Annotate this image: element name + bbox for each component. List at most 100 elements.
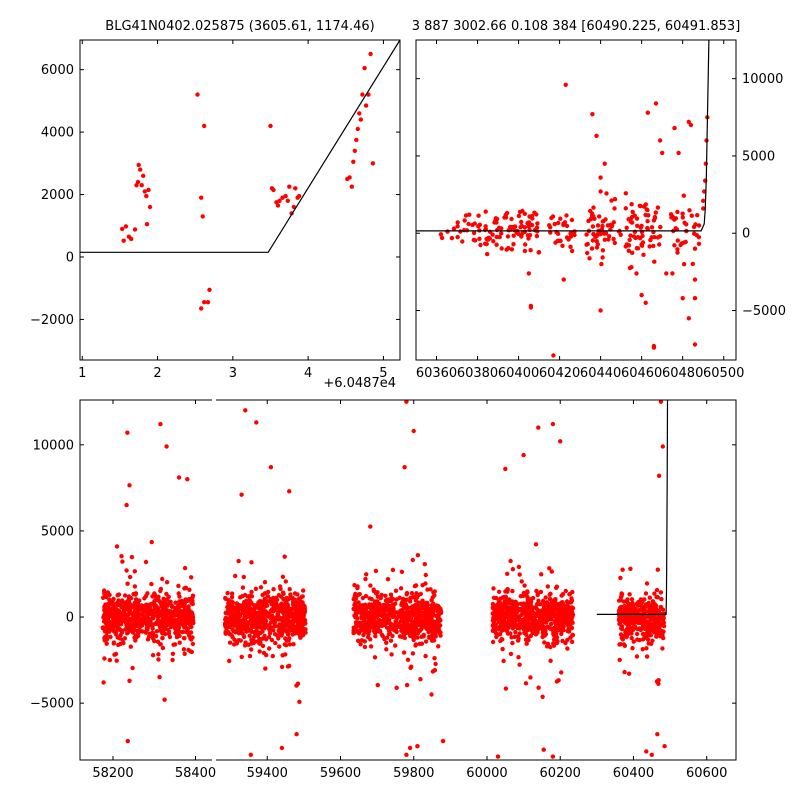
data-point — [153, 608, 158, 613]
data-point — [550, 754, 556, 759]
data-point — [559, 670, 564, 675]
data-point — [541, 625, 547, 630]
data-point — [543, 604, 548, 609]
data-point — [560, 638, 565, 644]
data-point — [243, 408, 248, 413]
data-point — [539, 572, 544, 577]
data-point — [631, 234, 637, 239]
data-point — [202, 123, 207, 129]
data-point — [682, 220, 687, 225]
data-point — [166, 629, 172, 634]
data-point — [554, 611, 560, 617]
data-point — [528, 602, 533, 607]
data-point — [564, 620, 570, 626]
data-point — [262, 580, 268, 585]
data-point — [162, 697, 167, 702]
x-tick-label: 1 — [78, 366, 86, 381]
data-point — [429, 606, 434, 611]
data-point — [497, 632, 503, 637]
data-point — [144, 193, 149, 199]
data-point — [680, 215, 685, 220]
data-point — [418, 677, 423, 682]
data-point — [108, 634, 113, 640]
data-point — [687, 208, 692, 213]
data-point — [673, 226, 678, 231]
data-point — [692, 342, 698, 347]
data-point — [116, 592, 122, 597]
data-point — [137, 598, 142, 603]
data-point — [398, 608, 403, 613]
data-point — [660, 444, 665, 449]
data-point — [417, 641, 422, 647]
data-point — [530, 628, 535, 634]
x-tick-label: 58200 — [92, 766, 133, 781]
data-point — [247, 653, 253, 659]
data-point — [352, 148, 357, 153]
data-point — [264, 652, 269, 658]
data-point — [272, 623, 277, 629]
data-point — [647, 606, 652, 611]
data-point — [530, 595, 536, 601]
data-point — [551, 643, 557, 648]
data-point — [393, 628, 399, 633]
data-point — [299, 606, 304, 611]
data-point — [160, 631, 165, 636]
data-point — [497, 624, 502, 630]
data-point — [288, 592, 293, 597]
data-point — [123, 224, 129, 229]
data-point — [362, 644, 368, 650]
data-point — [510, 640, 515, 646]
zoom-right-panel: 3 887 3002.66 0.108 384 [60490.225, 6049… — [412, 19, 786, 381]
data-point — [127, 574, 133, 580]
data-point — [405, 608, 410, 614]
data-point — [701, 206, 706, 211]
data-point — [647, 595, 652, 600]
data-point — [256, 630, 261, 636]
data-point — [634, 246, 640, 251]
data-point — [555, 639, 560, 644]
data-point — [297, 600, 303, 605]
data-point — [632, 213, 637, 218]
data-point — [626, 217, 631, 222]
data-point — [150, 626, 155, 631]
data-point — [223, 621, 228, 626]
data-point — [268, 465, 274, 470]
full-light-curve-ticks: 58200 58400 59400 59600 59800 60000 60200 60400… — [30, 400, 736, 781]
data-point — [372, 602, 377, 607]
data-point — [588, 216, 593, 222]
data-point — [427, 635, 432, 640]
data-point — [125, 581, 130, 586]
data-point — [379, 623, 385, 628]
data-point — [675, 250, 680, 255]
data-point — [355, 585, 360, 591]
data-point — [156, 652, 161, 657]
data-point — [152, 621, 158, 626]
data-point — [176, 591, 181, 596]
data-point — [394, 685, 399, 690]
data-point — [634, 216, 640, 221]
data-point — [157, 598, 162, 604]
data-point — [507, 597, 512, 602]
data-point — [404, 682, 410, 688]
data-point — [542, 628, 548, 634]
data-point — [500, 637, 505, 642]
data-point — [642, 597, 647, 602]
data-point — [656, 473, 662, 478]
data-point — [561, 222, 566, 228]
data-point — [556, 238, 562, 243]
data-point — [252, 606, 257, 611]
data-point — [611, 236, 616, 242]
data-point — [483, 209, 488, 214]
data-point — [354, 607, 359, 612]
data-point — [640, 233, 645, 239]
data-point — [501, 594, 506, 600]
data-point — [414, 627, 419, 632]
data-point — [261, 617, 266, 622]
data-point — [404, 617, 410, 623]
data-point — [503, 686, 509, 691]
y-tick-label: 6000 — [41, 63, 74, 78]
data-point — [655, 205, 661, 210]
data-point — [658, 605, 664, 610]
data-point — [661, 629, 666, 634]
data-point — [508, 558, 513, 564]
